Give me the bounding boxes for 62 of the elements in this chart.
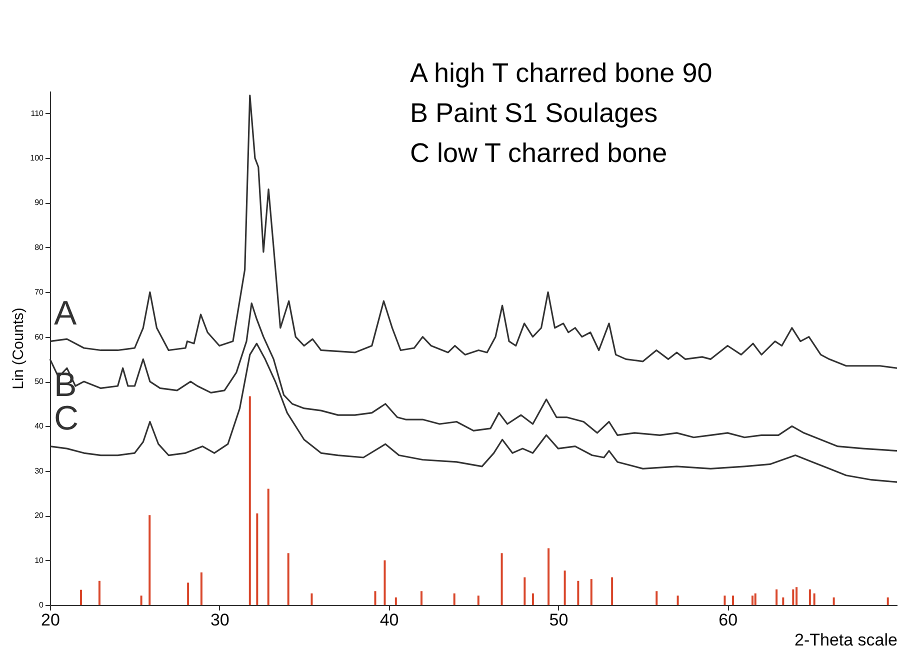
bar bbox=[754, 593, 756, 605]
bar bbox=[796, 587, 798, 605]
bar bbox=[80, 590, 82, 605]
bar bbox=[548, 548, 550, 605]
y-tick-label: 30 bbox=[34, 466, 44, 476]
y-tick-label: 50 bbox=[34, 377, 44, 386]
series-label: A bbox=[54, 294, 77, 332]
x-tick-label: 50 bbox=[549, 610, 568, 630]
bar bbox=[500, 553, 503, 605]
x-tick-label: 60 bbox=[718, 610, 738, 630]
bar bbox=[98, 580, 100, 605]
bar bbox=[287, 553, 290, 605]
bar bbox=[656, 591, 658, 605]
y-tick-label: 70 bbox=[34, 288, 44, 297]
annotation: C low T charred bone bbox=[410, 138, 668, 168]
y-tick-label: 90 bbox=[34, 198, 44, 208]
y-axis-title: Lin (Counts) bbox=[10, 308, 28, 390]
y-tick-label: 20 bbox=[34, 511, 44, 520]
bar bbox=[792, 589, 794, 605]
bar bbox=[724, 596, 726, 605]
bar bbox=[832, 597, 835, 605]
series-label: C bbox=[54, 400, 79, 438]
bar bbox=[394, 597, 397, 605]
bar bbox=[524, 577, 526, 605]
bar bbox=[148, 515, 151, 605]
y-tick-label: 110 bbox=[30, 108, 44, 118]
bar bbox=[611, 577, 614, 605]
bar bbox=[886, 597, 889, 605]
y-tick-label: 10 bbox=[34, 556, 44, 565]
y-tick-label: 0 bbox=[39, 600, 44, 610]
bar bbox=[776, 589, 778, 605]
bar bbox=[256, 513, 258, 605]
y-tick-label: 40 bbox=[34, 422, 44, 431]
bar bbox=[374, 591, 376, 605]
bar bbox=[420, 591, 422, 605]
y-tick-label: 100 bbox=[30, 154, 44, 163]
bar bbox=[140, 596, 142, 605]
bar bbox=[248, 396, 251, 605]
bar bbox=[200, 572, 202, 605]
bar bbox=[310, 593, 313, 605]
bar bbox=[752, 596, 754, 605]
bar bbox=[808, 589, 811, 605]
bar bbox=[384, 560, 386, 605]
bar bbox=[590, 579, 592, 605]
bar bbox=[676, 596, 679, 605]
annotation: B Paint S1 Soulages bbox=[410, 98, 658, 128]
bar bbox=[732, 596, 734, 605]
bar bbox=[532, 593, 534, 605]
x-axis-title: 2-Theta scale bbox=[794, 630, 898, 650]
y-tick-label: 60 bbox=[34, 332, 44, 342]
x-tick-label: 30 bbox=[210, 610, 230, 630]
y-tick-label: 80 bbox=[34, 242, 44, 252]
bar bbox=[187, 582, 190, 605]
bar bbox=[267, 488, 270, 605]
bar bbox=[564, 570, 566, 605]
x-tick-label: 40 bbox=[380, 610, 399, 630]
bar bbox=[577, 580, 580, 605]
bar bbox=[782, 597, 784, 605]
bar bbox=[477, 596, 480, 605]
bar bbox=[813, 593, 816, 605]
text: A high T charred bone 90 bbox=[410, 58, 712, 88]
bar bbox=[453, 593, 456, 605]
